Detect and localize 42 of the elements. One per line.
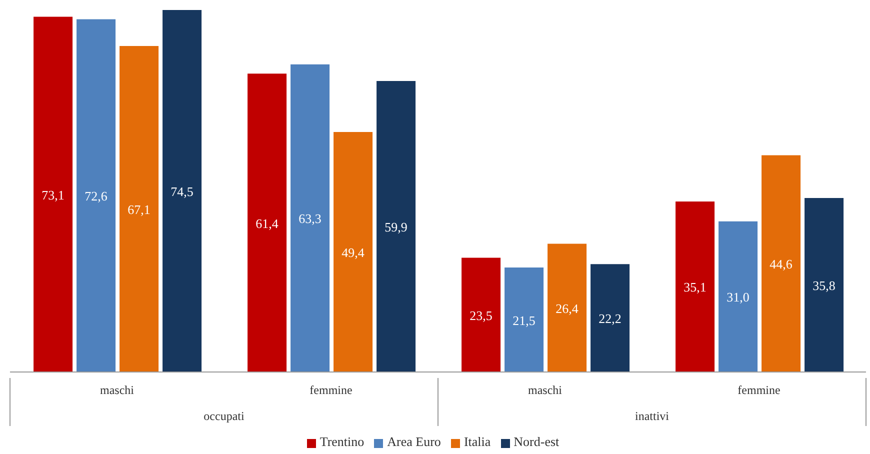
data-label: 74,5 <box>170 184 194 199</box>
x-tick-label: femmine <box>738 383 780 397</box>
data-label: 44,6 <box>770 256 793 272</box>
data-label: 73,1 <box>42 187 64 202</box>
data-label: 21,5 <box>512 312 536 328</box>
legend-label: Italia <box>464 434 491 449</box>
bar <box>718 221 758 372</box>
legend-label: Area Euro <box>387 434 441 449</box>
bar <box>76 19 116 372</box>
text: inattivi <box>635 409 670 423</box>
data-label: 23,5 <box>470 308 492 323</box>
bar <box>462 258 501 372</box>
x-tick-label: maschi <box>528 383 563 397</box>
bar <box>162 10 202 372</box>
x-tick-label: maschi <box>100 383 135 397</box>
data-label: 26,4 <box>556 300 579 316</box>
bar <box>504 268 544 372</box>
text: occupati <box>204 409 245 423</box>
data-label: 72,6 <box>84 188 108 204</box>
bar <box>762 155 801 372</box>
x-tick-label: femmine <box>310 383 352 397</box>
bar <box>120 46 159 372</box>
legend-label: Trentino <box>320 434 364 449</box>
data-label: 59,9 <box>384 219 408 234</box>
data-label: 31,0 <box>726 290 750 305</box>
bar <box>376 80 416 372</box>
bar <box>676 201 715 372</box>
bar <box>290 64 330 372</box>
legend-label: Nord-est <box>514 434 560 449</box>
bar <box>248 74 287 372</box>
data-label: 61,4 <box>256 216 279 231</box>
bar <box>590 264 630 372</box>
bar <box>334 132 373 372</box>
data-label: 35,1 <box>684 280 706 295</box>
bar <box>804 198 844 372</box>
data-label: 67,1 <box>128 202 150 217</box>
bar <box>548 244 587 372</box>
data-label: 35,8 <box>812 278 836 294</box>
bar <box>34 16 73 372</box>
data-label: 63,3 <box>298 211 322 226</box>
data-label: 22,2 <box>598 311 622 326</box>
data-label: 49,4 <box>342 244 365 260</box>
